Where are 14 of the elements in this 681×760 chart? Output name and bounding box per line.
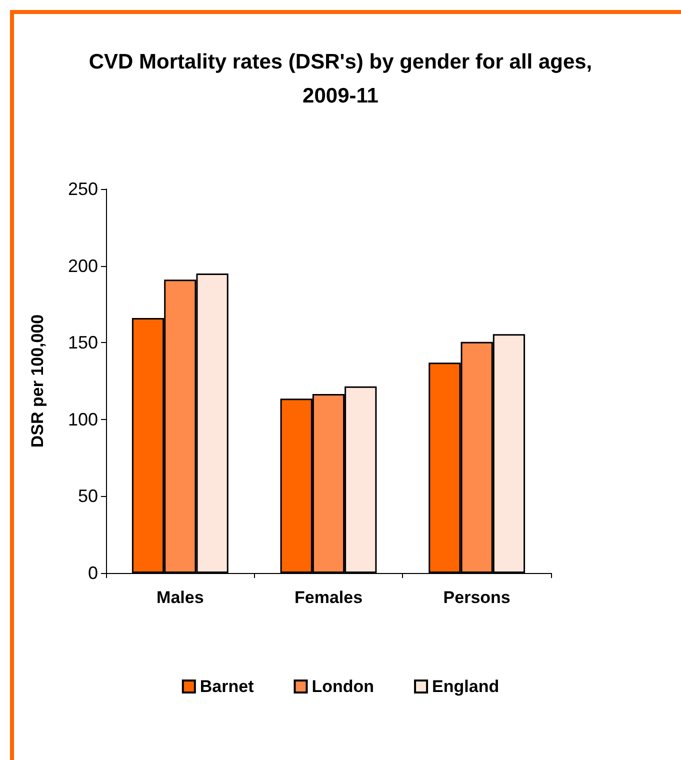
y-axis-title: DSR per 100,000 — [28, 314, 47, 448]
x-tick-label: Males — [156, 588, 204, 607]
y-tick-label: 250 — [68, 179, 98, 199]
y-tick-label: 150 — [68, 332, 98, 353]
y-tick-label: 50 — [78, 486, 98, 506]
y-tick-label: 100 — [68, 409, 98, 430]
y-tick-label: 200 — [68, 256, 98, 276]
chart-title: CVD Mortality rates (DSR's) by gender for all ages, 2009-11 — [88, 50, 592, 108]
legend-label: London — [312, 677, 374, 696]
legend-label: Barnet — [200, 677, 254, 696]
x-tick-label: Females — [294, 588, 363, 607]
x-tick-label: Persons — [443, 588, 510, 607]
legend-label: England — [432, 677, 500, 696]
y-tick-label: 0 — [88, 563, 98, 583]
